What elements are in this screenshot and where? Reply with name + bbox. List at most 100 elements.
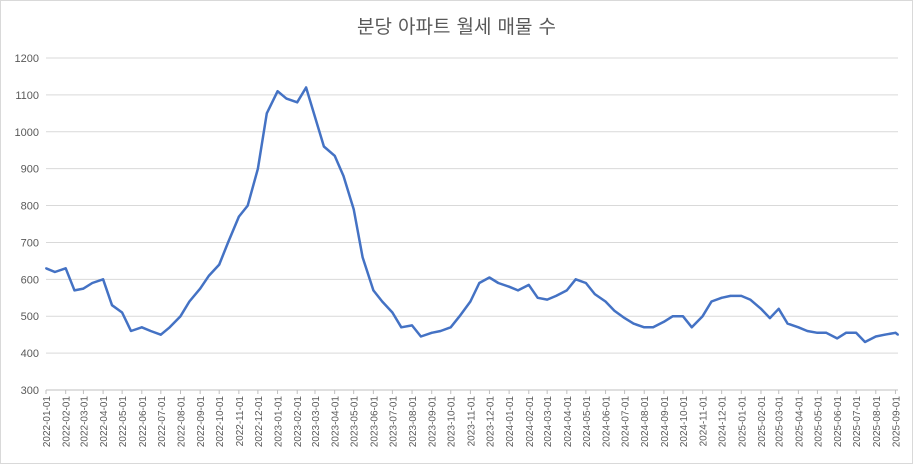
data-point (760, 307, 762, 310)
x-tick-label: 2024-07-01 (621, 396, 632, 448)
x-tick-label: 2022-10-01 (215, 396, 226, 448)
x-tick-label: 2022-12-01 (254, 396, 265, 448)
x-tick-label: 2023-10-01 (447, 396, 458, 448)
x-tick-label: 2023-03-01 (311, 396, 322, 448)
data-point (546, 298, 549, 301)
data-point (352, 208, 355, 211)
data-point (208, 274, 210, 277)
x-tick-label: 2024-05-01 (582, 396, 593, 448)
data-point (179, 315, 182, 318)
data-point (73, 289, 76, 292)
data-point (276, 90, 279, 93)
data-point (845, 331, 847, 334)
data-point (314, 116, 316, 118)
x-tick-label: 2024-08-01 (640, 396, 651, 448)
data-point (720, 296, 723, 299)
x-tick-label: 2024-12-01 (718, 396, 729, 448)
data-point (53, 271, 56, 273)
x-tick-label: 2023-05-01 (350, 396, 361, 448)
x-tick-label: 2025-09-01 (891, 396, 902, 448)
data-point (652, 326, 655, 329)
x-tick-label: 2025-02-01 (757, 396, 768, 448)
data-point (883, 333, 886, 336)
data-point (45, 267, 47, 270)
x-tick-label: 2023-08-01 (408, 396, 419, 448)
data-point (874, 335, 877, 338)
y-tick-label: 900 (21, 164, 39, 176)
x-tick-label: 2025-06-01 (833, 396, 844, 448)
y-tick-label: 800 (21, 201, 39, 213)
data-point (411, 324, 413, 327)
data-point (897, 333, 899, 336)
x-tick-label: 2023-01-01 (274, 396, 285, 448)
data-point (671, 315, 674, 318)
data-point (372, 289, 375, 292)
data-point (710, 300, 713, 303)
x-tick-label: 2025-03-01 (775, 396, 786, 448)
data-point (488, 276, 491, 279)
data-point (237, 215, 240, 218)
data-point (555, 294, 558, 297)
data-point (82, 287, 85, 290)
data-point (449, 326, 452, 329)
data-point (430, 331, 433, 334)
data-point (469, 300, 472, 303)
x-tick-label: 2024-09-01 (660, 396, 671, 448)
data-point (786, 322, 789, 325)
data-point (768, 317, 771, 320)
data-point (391, 311, 394, 314)
data-point (458, 315, 461, 318)
y-tick-label: 500 (21, 311, 39, 323)
x-tick-label: 2022-01-01 (42, 396, 53, 448)
y-tick-label: 1100 (15, 90, 39, 102)
data-point (159, 333, 162, 336)
x-tick-label: 2025-04-01 (794, 396, 805, 448)
y-tick-label: 300 (21, 385, 39, 397)
data-point (604, 300, 607, 303)
y-tick-label: 600 (21, 274, 39, 286)
x-tick-label: 2022-06-01 (138, 396, 149, 448)
data-point (565, 289, 568, 292)
data-point (701, 315, 704, 318)
chart-title: 분당 아파트 월세 매물 수 (357, 16, 556, 38)
data-point (517, 289, 519, 292)
data-point (333, 154, 336, 157)
x-tick-label: 2022-02-01 (62, 396, 73, 448)
data-point (797, 326, 800, 329)
x-tick-label: 2023-06-01 (369, 396, 380, 448)
data-point (305, 86, 308, 89)
x-tick-label: 2023-07-01 (388, 396, 399, 448)
data-point (527, 283, 530, 286)
data-point (643, 326, 646, 329)
data-point (825, 331, 828, 334)
x-tick-label: 2023-04-01 (331, 396, 342, 448)
data-point (662, 320, 665, 323)
data-point (690, 326, 693, 329)
data-point (740, 294, 743, 297)
x-tick-label: 2023-12-01 (485, 396, 496, 448)
data-point (102, 278, 105, 281)
data-point (681, 315, 684, 318)
data-point (188, 300, 191, 303)
data-point (816, 331, 819, 334)
x-tick-label: 2025-05-01 (813, 396, 824, 448)
data-point (536, 296, 539, 299)
data-point (256, 167, 259, 170)
data-point (749, 298, 752, 301)
x-tick-label: 2022-03-01 (79, 396, 90, 448)
data-point (574, 278, 577, 281)
x-tick-label: 2024-02-01 (525, 396, 536, 448)
data-point (613, 309, 616, 312)
data-point (342, 175, 345, 177)
x-tick-label: 2024-03-01 (543, 396, 554, 448)
x-tick-label: 2022-09-01 (196, 396, 207, 448)
x-tick-label: 2022-07-01 (157, 396, 168, 448)
data-point (439, 330, 442, 332)
data-point (864, 341, 866, 343)
y-tick-label: 400 (21, 348, 39, 360)
data-point (130, 330, 132, 332)
y-tick-label: 700 (21, 237, 39, 249)
data-point (632, 322, 635, 325)
data-point (361, 256, 364, 259)
